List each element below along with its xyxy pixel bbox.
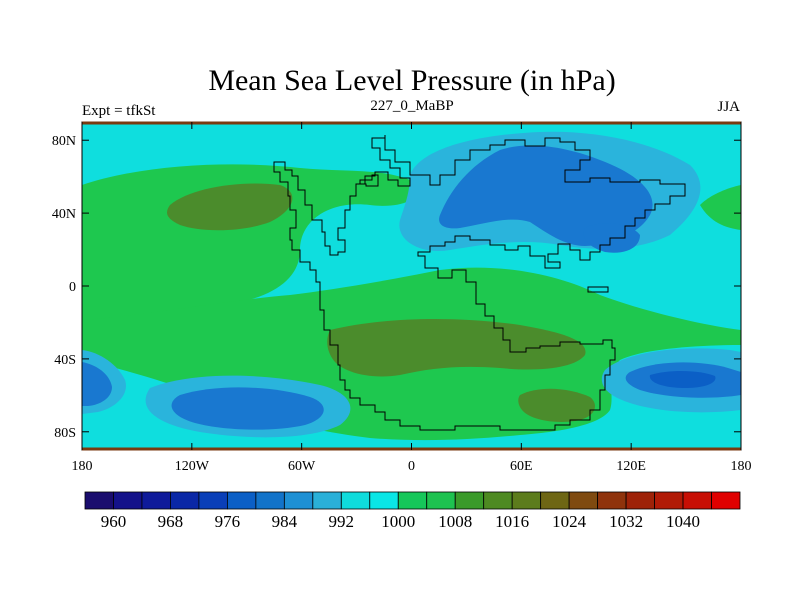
colorbar-swatch xyxy=(711,491,741,510)
colorbar-label: 1032 xyxy=(609,512,643,531)
colorbar-label: 1024 xyxy=(552,512,587,531)
colorbar-swatch xyxy=(312,491,342,510)
colorbar-swatch xyxy=(397,491,428,510)
map-area xyxy=(82,122,741,450)
y-tick-label: 80S xyxy=(54,426,76,441)
continent-outline xyxy=(273,135,686,431)
colorbar-swatch xyxy=(84,491,114,510)
field-southern-ocean-low-indian-center xyxy=(649,370,716,388)
x-tick-label: 180 xyxy=(731,459,752,474)
colorbar-swatch xyxy=(426,491,456,510)
colorbar-swatch xyxy=(369,491,399,510)
colorbar-swatch xyxy=(654,491,684,510)
field-arctic-asia-low-core xyxy=(439,145,653,246)
colorbar-swatch xyxy=(597,491,627,510)
colorbar-label: 1040 xyxy=(666,512,700,531)
colorbar-swatch xyxy=(625,491,655,510)
map-title: Mean Sea Level Pressure (in hPa) xyxy=(208,64,615,97)
y-tick-label: 0 xyxy=(69,280,76,295)
colorbar-label: 992 xyxy=(329,512,355,531)
field-north-atlantic-high-core xyxy=(167,183,293,231)
colorbar-swatch xyxy=(170,491,200,510)
season-label: JJA xyxy=(717,99,740,115)
colorbar-swatch xyxy=(540,491,570,510)
y-axis-ticks: 80N 40N 0 40S 80S xyxy=(52,134,741,441)
field-north-atlantic-high xyxy=(82,164,418,320)
x-tick-label: 0 xyxy=(408,459,415,474)
colorbar-labels: 960 968 976 984 992 1000 1008 1016 1024 1032 1040 xyxy=(101,512,700,531)
colorbar-label: 1016 xyxy=(495,512,529,531)
x-tick-label: 180 xyxy=(72,459,93,474)
field-southern-high-core-2 xyxy=(518,388,595,422)
field-southern-ocean-low-pacific-core xyxy=(171,387,324,430)
colorbar-swatch xyxy=(141,491,171,510)
x-tick-label: 60W xyxy=(288,459,316,474)
colorbar-label: 1008 xyxy=(438,512,472,531)
y-tick-label: 40N xyxy=(52,207,76,222)
colorbar-label: 968 xyxy=(158,512,184,531)
colorbar-label: 984 xyxy=(272,512,298,531)
colorbar-swatch xyxy=(483,491,513,510)
colorbar-swatch xyxy=(454,491,485,510)
x-tick-label: 60E xyxy=(510,459,533,474)
colorbar-swatch xyxy=(511,491,542,510)
field-southern-ocean-low-west-core xyxy=(82,362,112,406)
y-tick-label: 80N xyxy=(52,134,76,149)
colorbar-swatch xyxy=(283,491,314,510)
field-east-green xyxy=(700,185,741,230)
colorbar xyxy=(84,491,741,510)
experiment-label: Expt = tfkSt xyxy=(82,103,156,119)
colorbar-swatch xyxy=(568,491,599,510)
colorbar-swatch xyxy=(198,491,228,510)
colorbar-swatch xyxy=(113,491,143,510)
colorbar-swatch xyxy=(255,491,285,510)
colorbar-swatch xyxy=(682,491,712,510)
colorbar-swatch xyxy=(226,491,257,510)
x-tick-label: 120W xyxy=(175,459,210,474)
field-southern-high-core xyxy=(327,318,586,377)
time-label: 227_0_MaBP xyxy=(370,98,453,114)
continent-island xyxy=(587,286,609,293)
colorbar-label: 976 xyxy=(215,512,241,531)
x-axis-ticks: 180 120W 60W 0 60E 120E 180 xyxy=(72,122,752,474)
y-tick-label: 40S xyxy=(54,353,76,368)
colorbar-label: 1000 xyxy=(381,512,415,531)
continent-island-2 xyxy=(359,174,379,187)
x-tick-label: 120E xyxy=(616,459,646,474)
colorbar-label: 960 xyxy=(101,512,127,531)
colorbar-swatch xyxy=(340,491,371,510)
